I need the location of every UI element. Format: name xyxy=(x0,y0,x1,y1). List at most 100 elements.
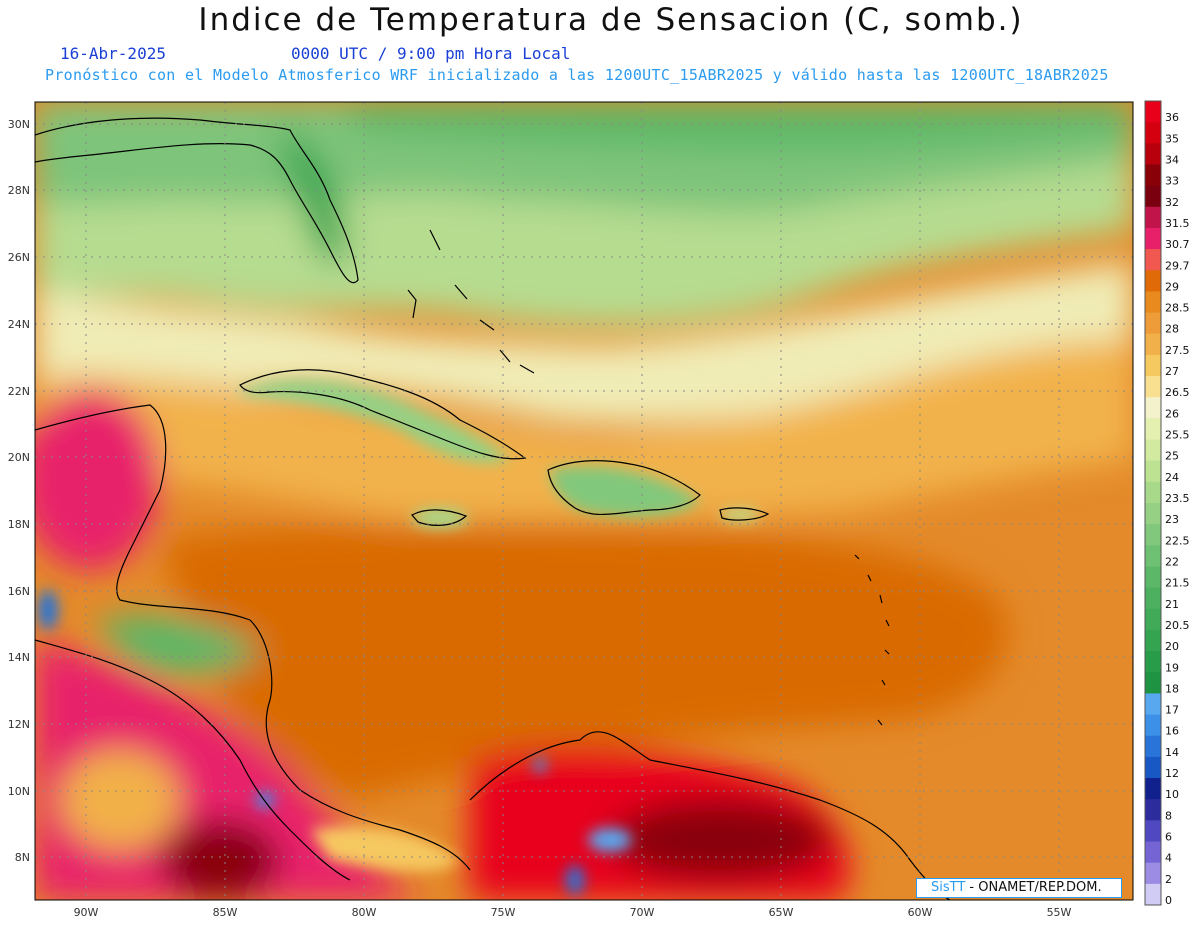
colorbar-swatch xyxy=(1145,270,1161,292)
lat-label: 24N xyxy=(8,318,30,331)
colorbar-swatch xyxy=(1145,439,1161,462)
lon-label: 60W xyxy=(908,906,933,919)
colorbar-frame xyxy=(1144,100,1162,906)
colorbar-swatch xyxy=(1145,883,1161,906)
colorbar-swatch xyxy=(1145,862,1161,885)
colorbar-label: 35 xyxy=(1165,132,1179,145)
colorbar-swatch xyxy=(1145,206,1161,229)
colorbar-label: 21.5 xyxy=(1165,577,1190,590)
colorbar-swatch xyxy=(1145,672,1161,694)
colorbar-swatch xyxy=(1145,143,1161,165)
colorbar-swatch xyxy=(1145,101,1161,123)
colorbar-legend: 36 35 34 33 32 31.5 30.7 29.7 29 28.5 28 27.5 27 26.5… xyxy=(1144,100,1190,907)
colorbar-swatch xyxy=(1145,418,1161,441)
colorbar-label: 23 xyxy=(1165,513,1179,526)
colorbar-swatch xyxy=(1145,693,1161,716)
colorbar-swatch xyxy=(1145,291,1161,314)
colorbar-label: 30.7 xyxy=(1165,238,1190,251)
colorbar-swatch xyxy=(1145,376,1161,398)
lat-label: 28N xyxy=(8,184,30,197)
longitude-labels: 90W 85W 80W 75W 70W 65W 60W 55W xyxy=(74,906,1072,919)
colorbar-label: 29.7 xyxy=(1165,259,1190,272)
lon-label: 85W xyxy=(213,906,238,919)
lat-label: 12N xyxy=(8,718,30,731)
lon-label: 65W xyxy=(769,906,794,919)
lon-label: 80W xyxy=(352,906,377,919)
lat-label: 30N xyxy=(8,118,30,131)
colorbar-label: 16 xyxy=(1165,725,1179,738)
map-title: Indice de Temperatura de Sensacion (C, s… xyxy=(198,2,1024,38)
colorbar-swatch xyxy=(1145,799,1161,821)
colorbar-swatch xyxy=(1145,503,1161,525)
colorbar-swatch xyxy=(1145,227,1161,250)
colorbar-swatch xyxy=(1145,735,1161,758)
lat-label: 8N xyxy=(15,851,30,864)
colorbar-swatch xyxy=(1145,354,1161,377)
temperature-field xyxy=(35,102,1133,900)
colorbar-swatch xyxy=(1145,164,1161,187)
colorbar-swatch xyxy=(1145,651,1161,673)
colorbar-label: 21 xyxy=(1165,598,1179,611)
colorbar-label: 6 xyxy=(1165,831,1172,844)
colorbar-label: 34 xyxy=(1165,153,1179,166)
colorbar-swatch xyxy=(1145,587,1161,610)
forecast-date: 16-Abr-2025 xyxy=(60,44,166,63)
colorbar-swatch xyxy=(1145,629,1161,652)
lon-label: 90W xyxy=(74,906,99,919)
colorbar-label: 29 xyxy=(1165,280,1179,293)
colorbar-swatch xyxy=(1145,778,1161,800)
colorbar-label: 14 xyxy=(1165,746,1179,759)
colorbar-label: 33 xyxy=(1165,175,1179,188)
lat-label: 10N xyxy=(8,785,30,798)
colorbar-label: 22.5 xyxy=(1165,534,1190,547)
colorbar-label: 24 xyxy=(1165,471,1179,484)
colorbar-swatch xyxy=(1145,312,1161,335)
colorbar-label: 26 xyxy=(1165,407,1179,420)
lat-label: 18N xyxy=(8,518,30,531)
coastlines xyxy=(35,117,951,900)
colorbar-swatch xyxy=(1145,841,1161,864)
lon-label: 75W xyxy=(491,906,516,919)
colorbar-swatch xyxy=(1145,185,1161,208)
sistt-logo: SisTT xyxy=(931,880,966,895)
colorbar-label: 27.5 xyxy=(1165,344,1190,357)
colorbar-label: 28 xyxy=(1165,323,1179,336)
forecast-time: 0000 UTC / 9:00 pm Hora Local xyxy=(291,44,571,63)
colorbar-swatch xyxy=(1145,397,1161,419)
lat-label: 14N xyxy=(8,651,30,664)
credit-text: - ONAMET/REP.DOM. xyxy=(965,880,1102,895)
lat-label: 20N xyxy=(8,451,30,464)
colorbar-label: 25.5 xyxy=(1165,429,1190,442)
colorbar-label: 25 xyxy=(1165,450,1179,463)
colorbar-swatch xyxy=(1145,756,1161,779)
colorbar-label: 20 xyxy=(1165,640,1179,653)
colorbar-swatch xyxy=(1145,524,1161,546)
map-frame xyxy=(34,101,1134,901)
colorbar-swatch xyxy=(1145,481,1161,504)
lon-label: 70W xyxy=(630,906,655,919)
colorbar-label: 36 xyxy=(1165,111,1179,124)
lat-lon-grid xyxy=(35,102,1133,900)
model-info: Pronóstico con el Modelo Atmosferico WRF… xyxy=(45,66,1109,84)
colorbar-label: 31.5 xyxy=(1165,217,1190,230)
colorbar-swatch xyxy=(1145,545,1161,567)
colorbar-label: 20.5 xyxy=(1165,619,1190,632)
colorbar-label: 18 xyxy=(1165,682,1179,695)
colorbar-label: 23.5 xyxy=(1165,492,1190,505)
colorbar-label: 0 xyxy=(1165,894,1172,907)
colorbar-label: 28.5 xyxy=(1165,302,1190,315)
colorbar-swatch xyxy=(1145,820,1161,843)
colorbar-label: 2 xyxy=(1165,873,1172,886)
colorbar-swatch xyxy=(1145,608,1161,631)
lon-label: 55W xyxy=(1047,906,1072,919)
lat-label: 26N xyxy=(8,251,30,264)
colorbar-swatch xyxy=(1145,460,1161,483)
colorbar-swatch xyxy=(1145,249,1161,271)
colorbar-label: 32 xyxy=(1165,196,1179,209)
colorbar-label: 26.5 xyxy=(1165,386,1190,399)
colorbar-label: 19 xyxy=(1165,661,1179,674)
colorbar-label: 27 xyxy=(1165,365,1179,378)
colorbar-swatch xyxy=(1145,122,1161,144)
colorbar-swatch xyxy=(1145,566,1161,589)
